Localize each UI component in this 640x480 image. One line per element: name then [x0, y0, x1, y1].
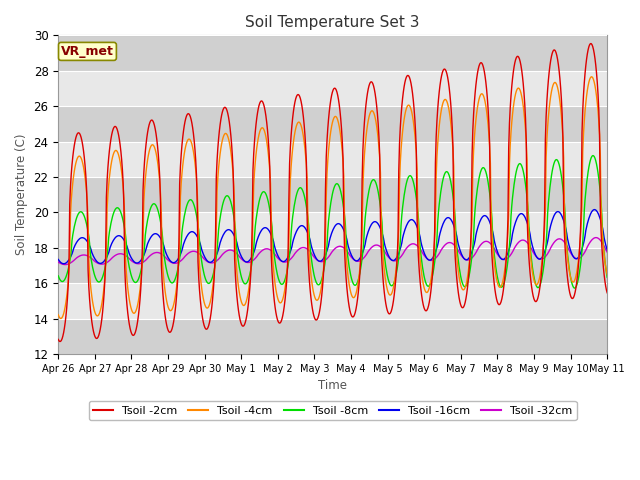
Tsoil -8cm	[65, 266, 72, 272]
Line: Tsoil -16cm: Tsoil -16cm	[58, 210, 607, 264]
Tsoil -4cm	[54, 312, 62, 318]
Tsoil -16cm	[54, 257, 62, 263]
Bar	[58, 71, 607, 106]
Y-axis label: Soil Temperature (C): Soil Temperature (C)	[15, 134, 28, 255]
Tsoil -8cm	[604, 275, 611, 280]
Tsoil -16cm	[416, 234, 424, 240]
Tsoil -8cm	[415, 234, 423, 240]
Tsoil -2cm	[54, 336, 62, 342]
X-axis label: Time: Time	[318, 379, 348, 392]
Line: Tsoil -2cm: Tsoil -2cm	[58, 44, 607, 342]
Tsoil -16cm	[400, 229, 408, 235]
Tsoil -8cm	[177, 249, 184, 255]
Tsoil -2cm	[416, 279, 424, 285]
Tsoil -4cm	[588, 74, 596, 80]
Tsoil -4cm	[604, 272, 611, 277]
Bar	[58, 142, 607, 177]
Bar	[58, 283, 607, 319]
Bar	[58, 319, 607, 354]
Text: VR_met: VR_met	[61, 45, 114, 58]
Tsoil -4cm	[177, 180, 185, 186]
Tsoil -16cm	[206, 259, 214, 265]
Tsoil -2cm	[122, 281, 129, 287]
Bar	[58, 177, 607, 213]
Tsoil -16cm	[604, 247, 611, 253]
Tsoil -2cm	[65, 262, 73, 267]
Tsoil -4cm	[122, 254, 129, 260]
Tsoil -4cm	[206, 300, 214, 305]
Tsoil -4cm	[65, 268, 73, 274]
Tsoil -32cm	[177, 258, 185, 264]
Bar	[58, 36, 607, 71]
Tsoil -4cm	[416, 257, 424, 263]
Tsoil -2cm	[56, 339, 63, 345]
Tsoil -32cm	[400, 249, 408, 254]
Tsoil -16cm	[590, 207, 598, 213]
Tsoil -8cm	[570, 285, 578, 291]
Tsoil -2cm	[400, 84, 408, 90]
Legend: Tsoil -2cm, Tsoil -4cm, Tsoil -8cm, Tsoil -16cm, Tsoil -32cm: Tsoil -2cm, Tsoil -4cm, Tsoil -8cm, Tsoi…	[89, 401, 577, 420]
Line: Tsoil -8cm: Tsoil -8cm	[58, 156, 607, 288]
Tsoil -2cm	[588, 41, 595, 47]
Bar	[58, 213, 607, 248]
Tsoil -32cm	[604, 249, 611, 255]
Tsoil -16cm	[177, 250, 185, 255]
Tsoil -8cm	[589, 153, 596, 158]
Line: Tsoil -4cm: Tsoil -4cm	[58, 77, 607, 319]
Tsoil -16cm	[122, 240, 129, 246]
Tsoil -16cm	[60, 261, 67, 266]
Title: Soil Temperature Set 3: Soil Temperature Set 3	[246, 15, 420, 30]
Tsoil -8cm	[205, 280, 213, 286]
Tsoil -4cm	[57, 316, 65, 322]
Tsoil -2cm	[206, 316, 214, 322]
Tsoil -32cm	[65, 261, 73, 266]
Tsoil -32cm	[416, 246, 424, 252]
Tsoil -4cm	[400, 117, 408, 122]
Tsoil -32cm	[54, 259, 62, 265]
Tsoil -8cm	[54, 273, 62, 279]
Bar	[58, 248, 607, 283]
Tsoil -32cm	[61, 262, 69, 267]
Bar	[58, 106, 607, 142]
Tsoil -32cm	[206, 260, 214, 265]
Tsoil -8cm	[121, 227, 129, 232]
Tsoil -32cm	[592, 235, 600, 240]
Tsoil -8cm	[399, 198, 407, 204]
Line: Tsoil -32cm: Tsoil -32cm	[58, 238, 607, 264]
Tsoil -2cm	[604, 290, 611, 296]
Tsoil -32cm	[122, 252, 129, 258]
Tsoil -16cm	[65, 257, 73, 263]
Tsoil -2cm	[177, 152, 185, 157]
